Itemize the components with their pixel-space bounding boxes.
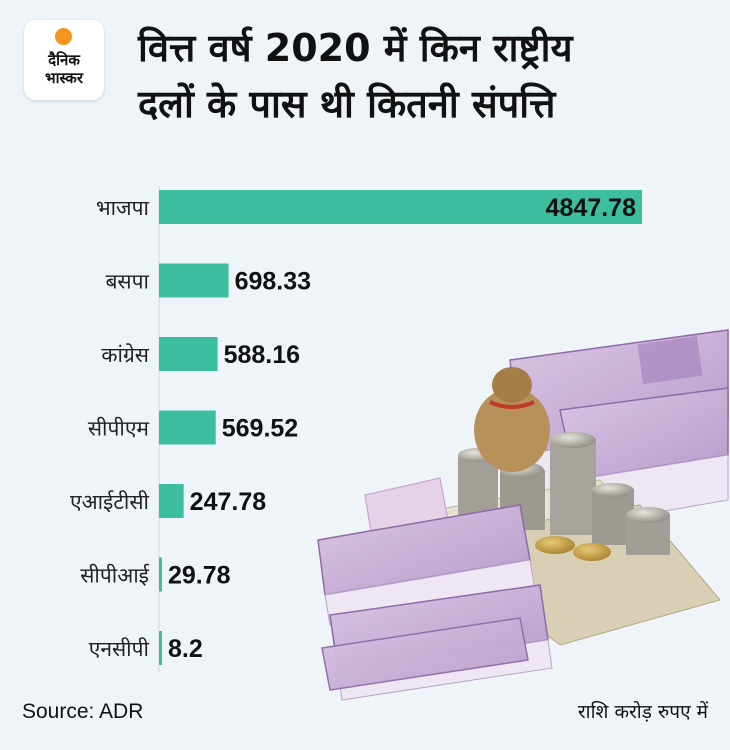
category-label-0: भाजपा <box>96 196 150 220</box>
dainik-bhaskar-logo: दैनिक भास्कर <box>24 20 104 100</box>
value-label-3: 569.52 <box>222 415 298 443</box>
value-label-6: 8.2 <box>168 635 203 663</box>
category-label-6: एनसीपी <box>89 637 150 661</box>
cash-bundle-bottom <box>317 504 553 701</box>
bar-5 <box>159 557 162 592</box>
bar-3 <box>159 410 216 445</box>
bar-4 <box>159 484 184 518</box>
chart-title: वित्त वर्ष 2020 में किन राष्ट्रीय दलों क… <box>138 20 718 132</box>
title-line-1: वित्त वर्ष 2020 में किन राष्ट्रीय <box>138 26 573 70</box>
title-line-2: दलों के पास थी कितनी संपत्ति <box>138 82 556 126</box>
category-label-1: बसपा <box>105 270 149 294</box>
bar-2 <box>159 337 218 371</box>
unit-note: राशि करोड़ रुपए में <box>577 701 708 723</box>
bar-1 <box>159 263 229 298</box>
sun-icon <box>55 28 72 45</box>
category-label-5: सीपीआई <box>80 564 150 588</box>
value-label-1: 698.33 <box>235 268 311 296</box>
value-label-0: 4847.78 <box>546 194 636 222</box>
bar-0 <box>159 190 642 224</box>
value-label-4: 247.78 <box>190 488 267 516</box>
money-illustration <box>317 329 729 701</box>
category-label-3: सीपीएम <box>88 417 150 441</box>
money-bag <box>474 367 550 472</box>
logo-word-1: दैनिक <box>48 51 80 69</box>
category-label-2: कांग्रेस <box>101 343 149 367</box>
bar-6 <box>159 631 162 665</box>
category-label-4: एआईटीसी <box>70 490 150 514</box>
bars-group: भाजपा 4847.78 बसपा 698.33 कांग्रेस 588.16 सीपी… <box>70 190 642 665</box>
source-note: Source: ADR <box>22 700 144 723</box>
value-label-2: 588.16 <box>224 341 300 369</box>
value-label-5: 29.78 <box>168 562 231 590</box>
logo-word-2: भास्कर <box>45 69 83 87</box>
